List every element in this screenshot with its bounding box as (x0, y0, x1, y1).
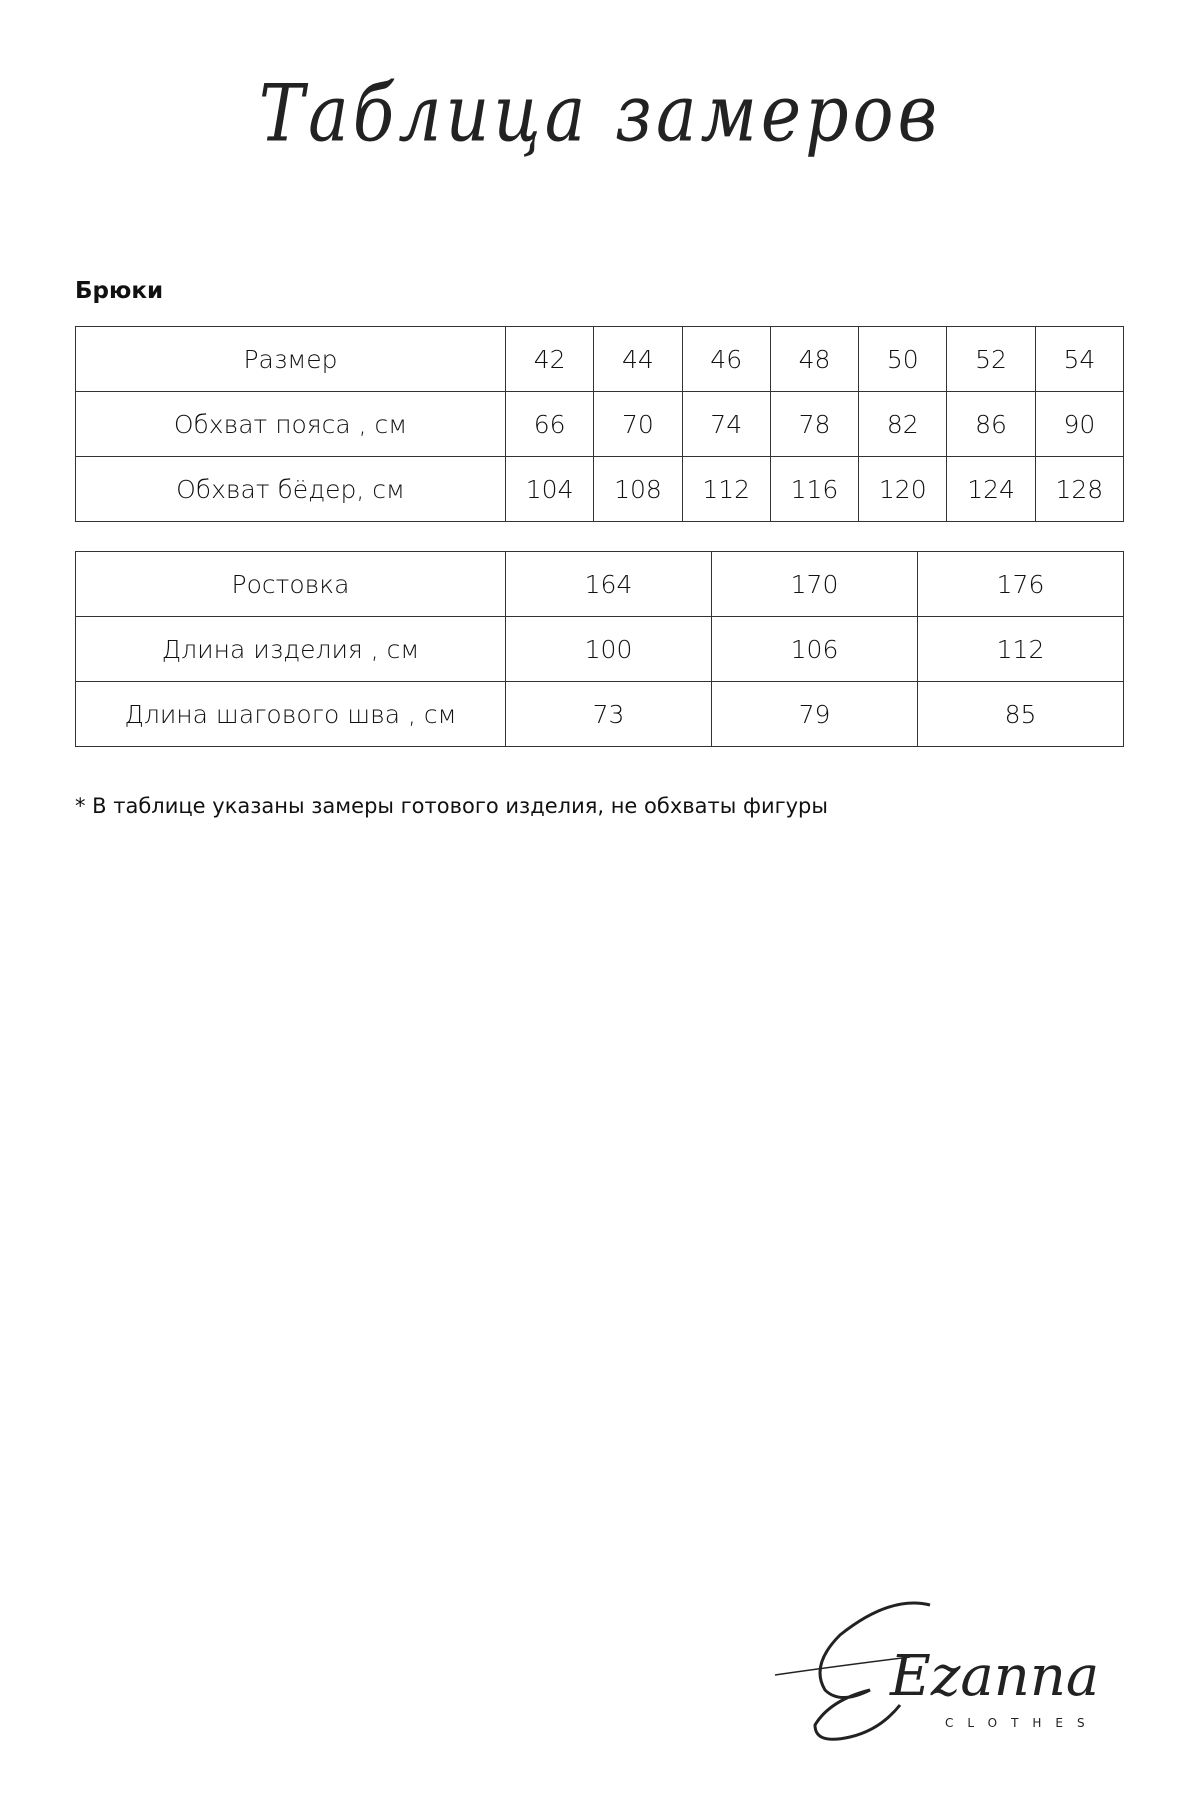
logo-sub-text: CLOTHES (945, 1716, 1099, 1730)
table-cell: 78 (769, 391, 860, 457)
table-cell: 128 (1034, 456, 1125, 522)
table-cell: 90 (1034, 391, 1125, 457)
row-label: Длина шагового шва , см (75, 681, 506, 747)
table-cell: 164 (505, 551, 712, 617)
logo-script-text: Ezanna (889, 1644, 1099, 1709)
table-cell: 86 (946, 391, 1036, 457)
table-cell: 82 (858, 391, 948, 457)
table-cell: 176 (917, 551, 1124, 617)
table-cell: 66 (504, 391, 595, 457)
table-cell: 112 (917, 616, 1124, 682)
table-cell: 50 (858, 326, 948, 392)
table-cell: 120 (858, 456, 948, 522)
section-heading: Брюки (75, 278, 164, 304)
footnote: * В таблице указаны замеры готового изде… (75, 794, 828, 818)
table-cell: 85 (917, 681, 1124, 747)
page-title: Таблица замеров (258, 69, 942, 160)
table-cell: 104 (504, 456, 595, 522)
table-cell: 79 (711, 681, 918, 747)
size-table: Размер 42 44 46 48 50 52 54 Обхват пояса , см 66 7… (75, 326, 1125, 522)
table-cell: 112 (681, 456, 771, 522)
row-label: Обхват бёдер, см (75, 456, 506, 522)
row-label: Длина изделия , см (75, 616, 506, 682)
table-cell: 170 (711, 551, 918, 617)
table-cell: 124 (946, 456, 1036, 522)
table-cell: 73 (505, 681, 712, 747)
row-label: Размер (75, 326, 506, 392)
table-cell: 74 (681, 391, 771, 457)
table-cell: 54 (1034, 326, 1125, 392)
table-row: Длина изделия , см 100 106 112 (75, 616, 1124, 682)
row-label: Обхват пояса , см (75, 391, 506, 457)
table-row: Длина шагового шва , см 73 79 85 (75, 681, 1124, 747)
table-cell: 44 (593, 326, 683, 392)
row-label: Ростовка (75, 551, 506, 617)
table-cell: 100 (505, 616, 712, 682)
table-cell: 48 (769, 326, 860, 392)
table-cell: 106 (711, 616, 918, 682)
table-cell: 52 (946, 326, 1036, 392)
brand-logo: Ezanna CLOTHES (774, 1601, 1099, 1741)
table-cell: 108 (593, 456, 683, 522)
table-row: Обхват бёдер, см 104 108 112 116 120 124 128 (75, 456, 1125, 522)
table-row: Обхват пояса , см 66 70 74 78 82 86 90 (75, 391, 1125, 457)
height-table: Ростовка 164 170 176 Длина изделия , см 100 10… (75, 551, 1124, 747)
table-row: Ростовка 164 170 176 (75, 551, 1124, 617)
table-cell: 46 (681, 326, 771, 392)
table-row: Размер 42 44 46 48 50 52 54 (75, 326, 1125, 392)
table-cell: 42 (504, 326, 595, 392)
table-cell: 116 (769, 456, 860, 522)
table-cell: 70 (593, 391, 683, 457)
